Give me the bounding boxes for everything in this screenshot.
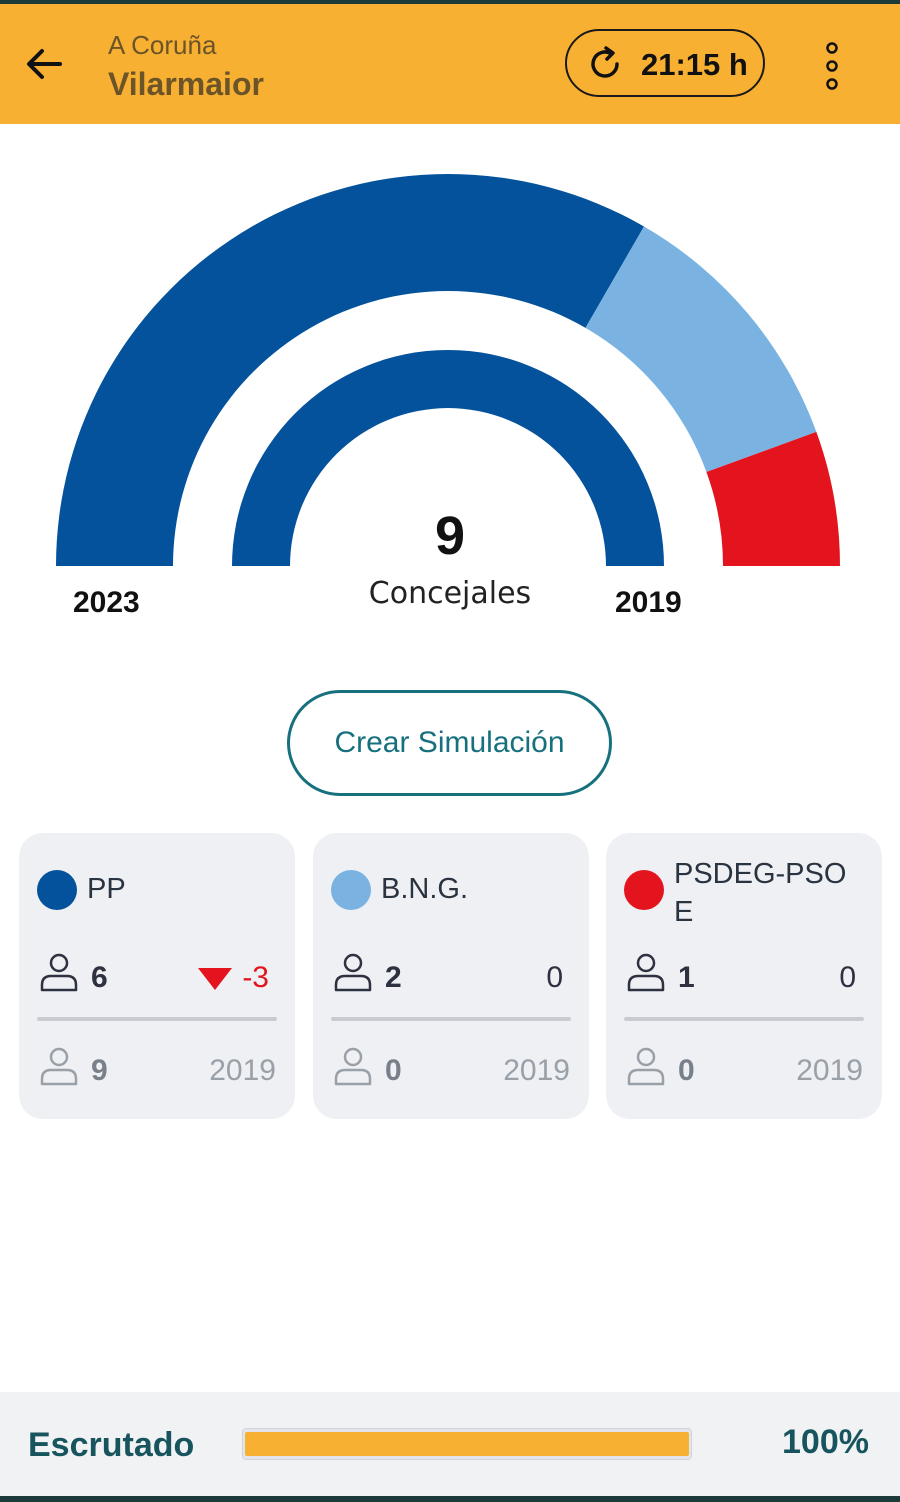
outer-ring-2023-segment-b-n-g-: [585, 226, 817, 472]
party-name: PP: [87, 873, 126, 905]
party-color-dot: [331, 870, 371, 910]
inner-ring-2019-segment-pp: [232, 350, 664, 566]
party-card-psoe[interactable]: PSDEG-PSOE 1 0 0 2019: [606, 833, 882, 1119]
previous-seats: 0: [678, 1054, 695, 1087]
scrutiny-label: Escrutado: [28, 1426, 195, 1464]
decrease-triangle-icon: [198, 968, 232, 990]
party-card-bng[interactable]: B.N.G. 2 0 0 2019: [313, 833, 589, 1119]
refresh-time-button[interactable]: 21:15 h: [565, 29, 765, 97]
card-divider: [37, 1017, 277, 1021]
current-seats: 1: [678, 961, 695, 994]
more-options-icon[interactable]: [812, 38, 852, 94]
scrutiny-progress-bar: [242, 1428, 692, 1460]
outer-ring-2023-segment-pp: [56, 174, 644, 566]
previous-seats: 0: [385, 1054, 402, 1087]
person-icon: [627, 953, 665, 992]
party-color-dot: [624, 870, 664, 910]
create-simulation-button[interactable]: Crear Simulación: [287, 690, 612, 796]
party-name: B.N.G.: [381, 873, 469, 905]
bottom-strip: [0, 1496, 900, 1502]
card-divider: [624, 1017, 864, 1021]
person-icon: [40, 1047, 78, 1086]
total-seats-label: Concejales: [368, 576, 532, 611]
app-bar: A Coruña Vilarmaior 21:15 h: [0, 4, 900, 124]
refresh-icon: [591, 46, 619, 78]
card-divider: [331, 1017, 571, 1021]
party-color-dot: [37, 870, 77, 910]
person-icon: [334, 953, 372, 992]
previous-year: 2019: [209, 1054, 276, 1087]
region-name: A Coruña: [108, 30, 217, 60]
party-card-pp[interactable]: PP 6 -3 9 2019: [19, 833, 295, 1119]
current-seats: 2: [385, 961, 402, 994]
current-seats: 6: [91, 961, 108, 994]
seats-semicircle-chart: [56, 174, 840, 566]
update-time: 21:15 h: [641, 47, 748, 82]
seat-change: 0: [839, 961, 856, 994]
outer-ring-year: 2023: [73, 586, 140, 619]
scrutiny-percent: 100%: [782, 1423, 869, 1461]
scrutiny-footer: Escrutado 100%: [0, 1392, 900, 1502]
scrutiny-progress-fill: [245, 1432, 689, 1456]
inner-ring-year: 2019: [615, 586, 682, 619]
previous-seats: 9: [91, 1054, 108, 1087]
back-arrow-icon[interactable]: [22, 42, 66, 86]
person-icon: [334, 1047, 372, 1086]
previous-year: 2019: [503, 1054, 570, 1087]
status-strip: [0, 0, 900, 4]
previous-year: 2019: [796, 1054, 863, 1087]
seat-change: 0: [546, 961, 563, 994]
total-seats: 9: [434, 506, 466, 566]
person-icon: [627, 1047, 665, 1086]
person-icon: [40, 953, 78, 992]
party-name: PSDEG-PSOE: [674, 858, 847, 928]
seat-change: -3: [242, 961, 269, 994]
town-name: Vilarmaior: [108, 66, 264, 102]
outer-ring-2023-segment-psdeg-psoe: [706, 431, 840, 566]
